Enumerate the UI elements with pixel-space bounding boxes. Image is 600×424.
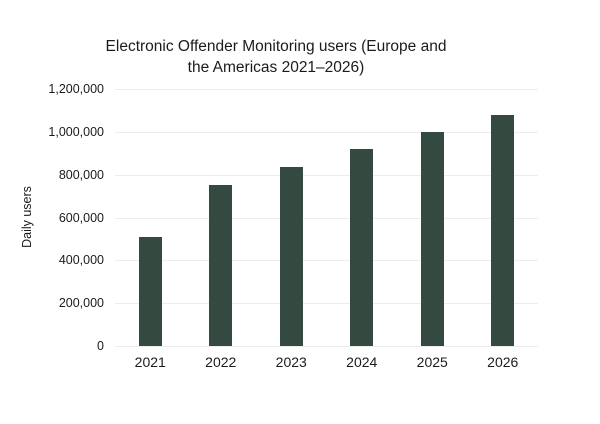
x-tick-label: 2024 [346, 354, 378, 370]
gridline [115, 131, 538, 133]
bar-2025 [420, 131, 444, 346]
gridline [115, 174, 538, 176]
x-tick-label: 2023 [275, 354, 307, 370]
chart-title-line2: the Americas 2021–2026) [187, 59, 365, 76]
plot-area [115, 89, 538, 347]
x-tick-label: 2021 [134, 354, 166, 370]
x-tick-label: 2022 [205, 354, 237, 370]
x-tick-label: 2026 [487, 354, 519, 370]
y-tick-label: 200,000 [58, 296, 104, 311]
gridline [115, 303, 538, 305]
y-tick-label: 1,000,000 [48, 124, 104, 139]
bar-2024 [350, 148, 374, 346]
gridline [115, 346, 538, 347]
bar-2022 [209, 185, 233, 346]
bar-2021 [138, 236, 162, 346]
chart-title-line1: Electronic Offender Monitoring users (Eu… [105, 38, 447, 55]
y-tick-label: 600,000 [58, 210, 104, 225]
x-tick-label: 2025 [416, 354, 448, 370]
gridline [115, 89, 538, 90]
gridline [115, 260, 538, 262]
bar-2026 [491, 114, 515, 346]
y-tick-label: 800,000 [58, 167, 104, 182]
chart-title: Electronic Offender Monitoring users (Eu… [40, 36, 512, 78]
y-tick-label: 0 [97, 339, 104, 353]
y-tick-label: 400,000 [58, 253, 104, 268]
x-axis-labels: 2021 2022 2023 2024 2025 2026 [115, 353, 538, 375]
y-tick-label: 1,200,000 [48, 82, 104, 96]
bar-2023 [279, 167, 303, 346]
gridline [115, 217, 538, 219]
y-axis-labels: 0 200,000 400,000 600,000 800,000 1,000,000 1,… [0, 82, 104, 353]
